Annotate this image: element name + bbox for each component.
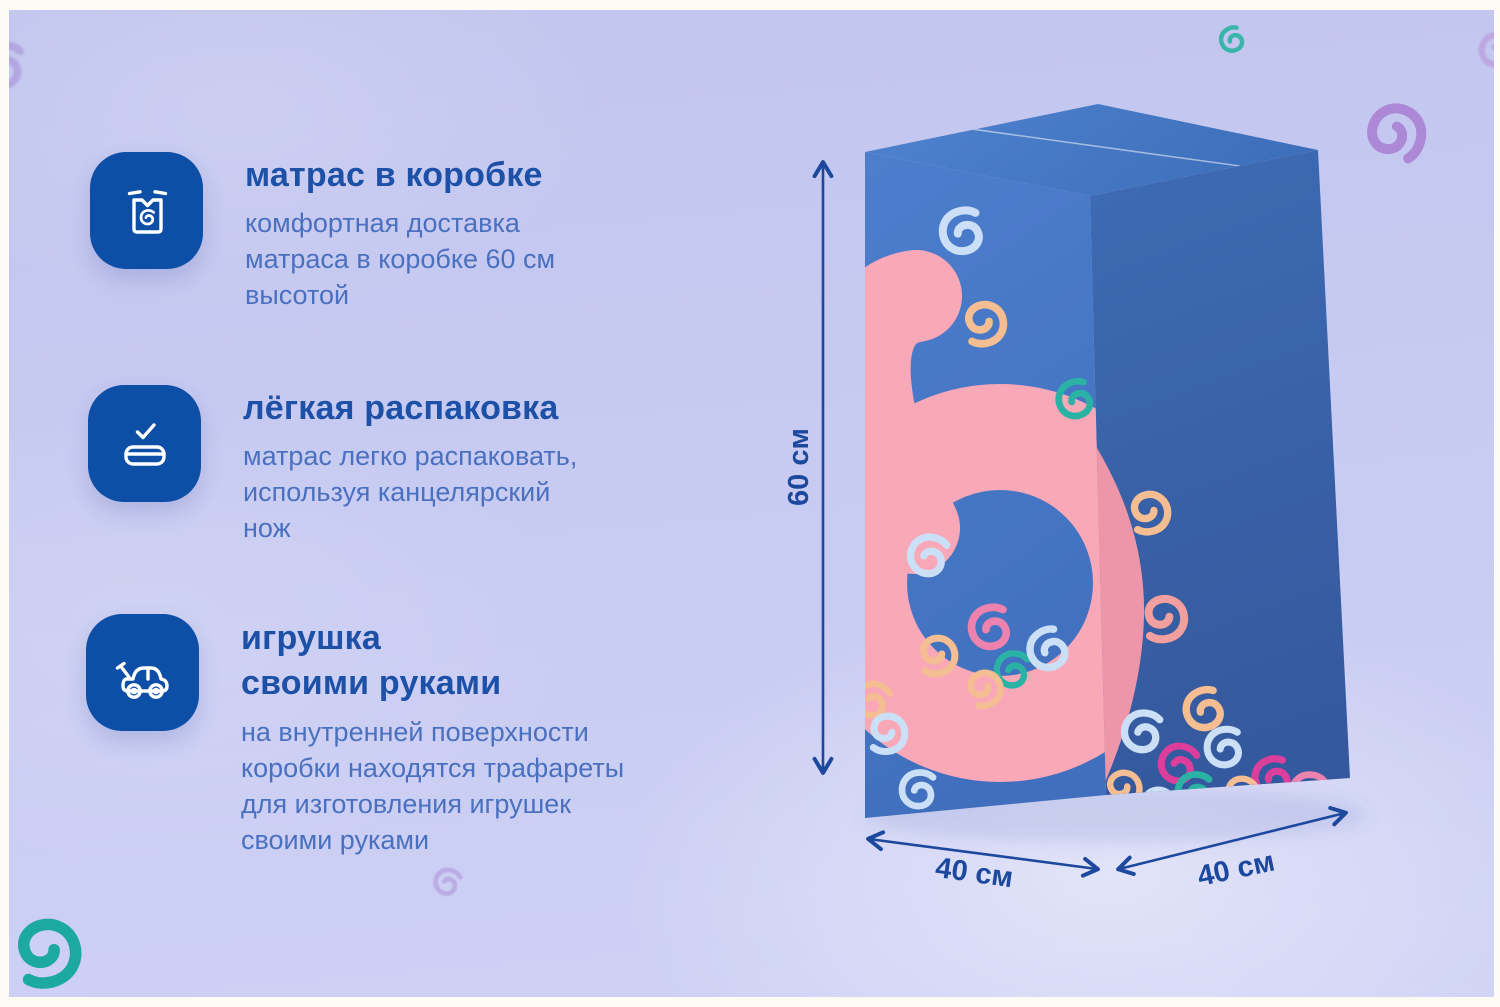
feature-icon-tile	[88, 385, 201, 502]
feature-title-line: лёгкая распаковка	[243, 389, 559, 427]
feature-body-line: комфортная доставка	[245, 208, 520, 238]
feature-body-line: нож	[243, 513, 291, 543]
feature-title: игрушка своими руками	[241, 616, 624, 706]
mattress-check-icon	[123, 422, 166, 466]
feature-body-line: для изготовления игрушек	[241, 789, 572, 819]
toy-car-icon	[115, 661, 169, 699]
height-dimension: 60 см	[783, 160, 834, 775]
feature-body-line: своими руками	[241, 825, 430, 855]
feature-title: матрас в коробке	[245, 154, 555, 197]
feature-text: матрас в коробке комфортная доставка мат…	[245, 152, 555, 313]
feature-body-line: используя канцелярский	[243, 477, 551, 507]
feature-item-mattress-in-box: матрас в коробке комфортная доставка мат…	[90, 152, 555, 313]
box-illustration	[865, 104, 1350, 818]
feature-icon-tile	[90, 152, 203, 269]
feature-title-line: своими руками	[241, 664, 502, 702]
feature-item-easy-unpacking: лёгкая распаковка матрас легко распакова…	[88, 385, 577, 546]
feature-text: лёгкая распаковка матрас легко распакова…	[243, 385, 577, 546]
feature-body-line: матраса в коробке 60 см	[245, 244, 556, 274]
feature-body-line: коробки находятся трафареты	[241, 753, 625, 783]
feature-body-line: матрас легко распаковать,	[243, 441, 578, 471]
feature-body: на внутренней поверхности коробки находя…	[241, 714, 624, 858]
box-side-face	[1090, 150, 1350, 795]
height-dimension-label: 60 см	[783, 428, 815, 506]
feature-body-line: на внутренней поверхности	[241, 717, 589, 747]
feature-body: комфортная доставка матраса в коробке 60…	[245, 205, 555, 313]
feature-title: лёгкая распаковка	[243, 387, 577, 430]
feature-title-line: матрас в коробке	[245, 156, 543, 194]
feature-title-line: игрушка	[241, 619, 381, 657]
feature-icon-tile	[86, 614, 199, 731]
box-logo-icon	[127, 189, 167, 234]
brand-logo-large	[865, 250, 1106, 782]
box-top-face	[865, 104, 1318, 196]
feature-text: игрушка своими руками на внутренней пове…	[241, 614, 624, 858]
feature-item-diy-toy: игрушка своими руками на внутренней пове…	[86, 614, 624, 858]
feature-body-line: высотой	[245, 280, 350, 310]
feature-body: матрас легко распаковать, используя канц…	[243, 438, 577, 546]
